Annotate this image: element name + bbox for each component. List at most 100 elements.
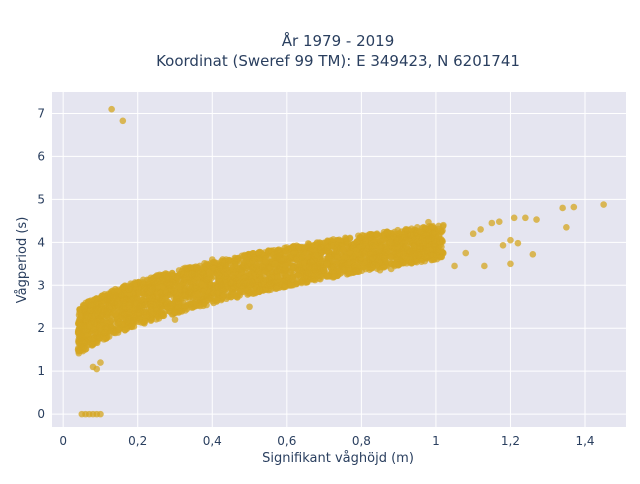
- data-point: [98, 311, 106, 319]
- y-axis-ticks: 0 1 2 3 4 5 6 7: [37, 106, 45, 421]
- data-point: [288, 275, 296, 283]
- data-point: [130, 295, 138, 302]
- data-point: [106, 302, 113, 310]
- data-point: [215, 289, 222, 296]
- data-point: [333, 244, 341, 252]
- data-point: [297, 267, 305, 274]
- data-point: [256, 286, 264, 294]
- data-point: [238, 285, 246, 293]
- data-point: [434, 248, 442, 256]
- data-point: [320, 243, 328, 250]
- data-point: [194, 290, 202, 298]
- data-point: [387, 253, 395, 261]
- y-tick-label: 7: [37, 106, 45, 120]
- data-point: [361, 250, 368, 258]
- data-point: [120, 303, 128, 311]
- data-point: [204, 296, 212, 304]
- y-tick-label: 1: [37, 364, 45, 378]
- data-point: [87, 306, 94, 314]
- data-point: [413, 258, 421, 266]
- data-point: [201, 291, 209, 299]
- data-point: [600, 201, 607, 208]
- x-tick-label: 0: [59, 434, 67, 448]
- data-point: [187, 285, 194, 293]
- data-point: [82, 315, 90, 323]
- data-point: [181, 304, 189, 311]
- data-point: [150, 275, 158, 282]
- data-point: [106, 318, 114, 325]
- data-point: [273, 283, 281, 291]
- data-point: [118, 320, 126, 328]
- data-point: [172, 273, 180, 281]
- data-point: [97, 359, 104, 366]
- data-point: [407, 231, 415, 239]
- data-point: [355, 250, 363, 258]
- data-point: [171, 308, 178, 316]
- data-point: [108, 105, 115, 113]
- data-point: [164, 291, 172, 299]
- data-point: [159, 283, 167, 290]
- data-point: [311, 264, 318, 271]
- data-point: [139, 281, 147, 288]
- data-point: [159, 296, 166, 303]
- data-point: [90, 318, 97, 325]
- data-point: [477, 226, 484, 233]
- data-point: [234, 271, 242, 278]
- data-point: [93, 365, 101, 373]
- data-point: [481, 262, 488, 270]
- data-point: [111, 310, 119, 318]
- data-point: [203, 276, 210, 283]
- x-tick-label: 1,4: [575, 434, 594, 448]
- data-point: [178, 268, 186, 275]
- data-point: [172, 289, 180, 297]
- data-point: [107, 323, 115, 331]
- data-point: [559, 204, 566, 212]
- data-point: [416, 243, 423, 250]
- data-point: [299, 277, 307, 285]
- chart-title-line-1: År 1979 - 2019: [282, 31, 395, 50]
- data-point: [131, 281, 138, 289]
- x-tick-label: 0,8: [352, 434, 371, 448]
- y-tick-label: 6: [37, 149, 45, 163]
- x-tick-label: 0,6: [277, 434, 296, 448]
- data-point: [350, 269, 358, 276]
- data-point: [290, 249, 298, 257]
- data-point: [94, 306, 102, 314]
- data-point: [440, 221, 447, 229]
- data-point: [323, 260, 331, 267]
- data-point: [402, 242, 410, 250]
- data-point: [244, 254, 251, 261]
- data-point: [193, 264, 200, 272]
- data-point: [119, 308, 126, 316]
- data-point: [349, 244, 357, 252]
- data-point: [368, 245, 376, 253]
- x-tick-label: 1: [432, 434, 440, 448]
- data-point: [304, 253, 312, 260]
- data-point: [255, 268, 262, 275]
- data-point: [288, 281, 295, 289]
- data-point: [148, 294, 156, 301]
- data-point: [387, 265, 395, 273]
- data-point: [276, 255, 284, 263]
- data-point: [301, 245, 308, 252]
- data-point: [275, 247, 283, 255]
- data-point: [201, 282, 209, 289]
- data-point: [431, 242, 439, 250]
- data-point: [85, 322, 93, 330]
- data-point: [421, 253, 429, 260]
- data-point: [125, 309, 133, 317]
- data-point: [362, 237, 369, 244]
- data-point: [387, 239, 394, 246]
- data-point: [230, 285, 237, 292]
- data-point: [206, 270, 214, 278]
- data-point: [406, 256, 414, 263]
- data-point: [533, 216, 540, 223]
- y-tick-label: 3: [37, 278, 45, 292]
- data-point: [436, 253, 443, 261]
- data-point: [181, 292, 189, 300]
- data-point: [147, 309, 155, 317]
- data-point: [395, 236, 403, 243]
- data-point: [274, 267, 281, 275]
- data-point: [488, 219, 496, 227]
